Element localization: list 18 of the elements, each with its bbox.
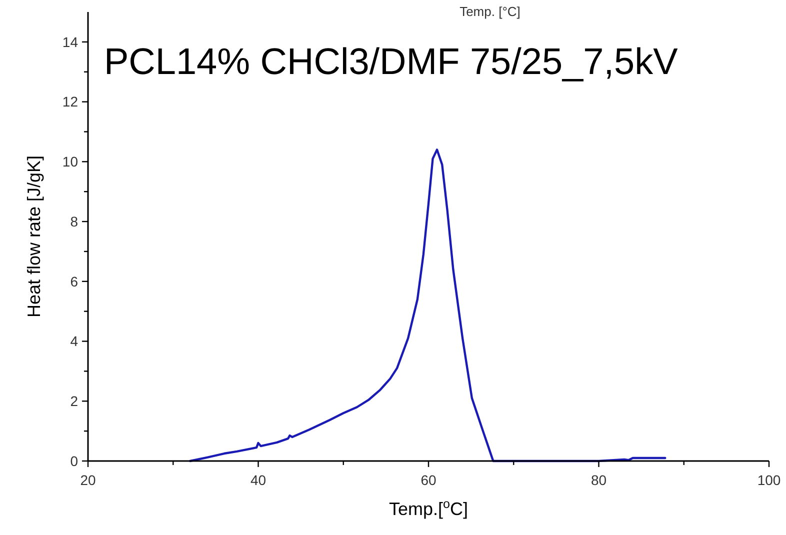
text: PCL14% CHCl3/DMF 75/25_7,5kV: [104, 41, 678, 82]
annotation: Temp. [°C]: [460, 4, 520, 19]
x-axis-title: Temp.[$^{o}$C]: [388, 497, 468, 519]
x-tick-label: 60: [420, 472, 436, 488]
x-tick-label: 40: [250, 472, 266, 488]
y-axis-title: Heat flow rate [J/gK]: [24, 155, 44, 318]
line-series: [189, 148, 666, 462]
y-tick-label: 6: [70, 273, 78, 290]
y-tick-label: 4: [70, 333, 78, 350]
y-tick-label: 14: [62, 34, 78, 50]
x-tick-label: 20: [80, 472, 96, 488]
x-tick-label: 80: [590, 472, 607, 488]
y-tick-label: 2: [70, 393, 78, 410]
y-tick-label: 12: [62, 94, 78, 110]
x-tick-label: 100: [757, 472, 781, 488]
y-tick-label: 0: [70, 452, 78, 469]
y-tick-label: 8: [70, 213, 78, 230]
y-tick-label: 10: [62, 154, 78, 170]
